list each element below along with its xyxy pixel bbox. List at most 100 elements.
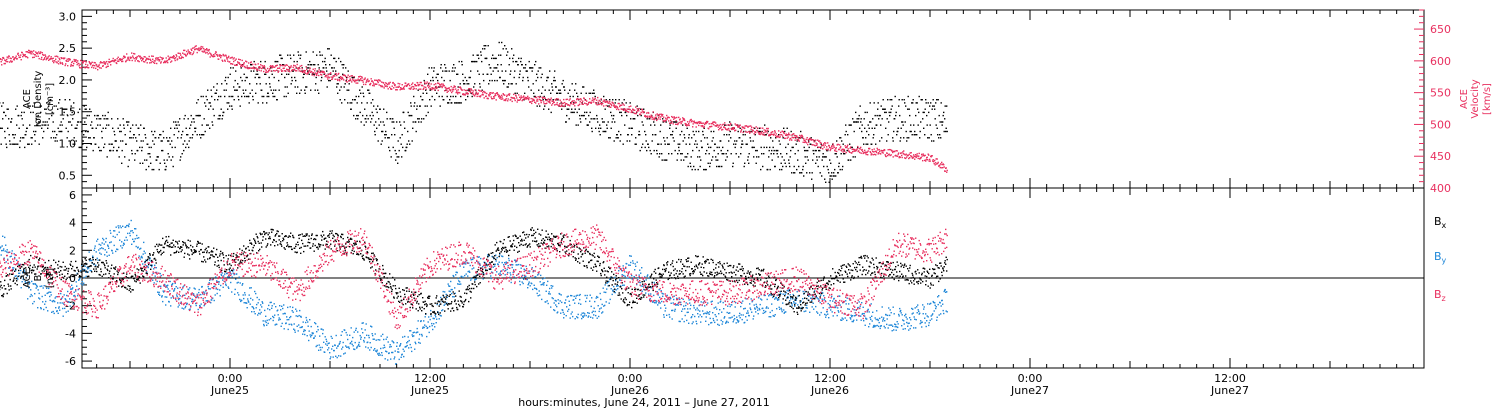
density-series-point: [404, 127, 406, 129]
density-series-point: [657, 114, 659, 117]
velocity-series-point: [13, 59, 15, 61]
velocity-series-point: [915, 154, 917, 156]
velocity-series-point: [389, 86, 391, 88]
density-series-point: [200, 137, 202, 139]
velocity-series-point: [232, 58, 234, 60]
density-series-point: [81, 130, 83, 133]
density-series-point: [55, 137, 57, 139]
velocity-series-point: [468, 90, 470, 93]
density-series-point: [588, 92, 590, 94]
velocity-series-point: [587, 103, 589, 105]
density-series-point: [670, 121, 672, 123]
velocity-series-point: [886, 152, 888, 155]
density-series-point: [314, 89, 316, 91]
density-series-point: [334, 73, 336, 75]
velocity-series-point: [518, 99, 520, 101]
velocity-series-point: [465, 93, 467, 95]
density-series-point: [86, 146, 88, 149]
velocity-series-point: [328, 77, 330, 79]
density-series-point: [51, 111, 53, 114]
density-series-point: [845, 130, 847, 133]
density-series-point: [506, 54, 508, 56]
density-series-point: [916, 102, 918, 104]
velocity-series-point: [812, 139, 814, 141]
velocity-series-point: [673, 116, 675, 118]
density-series-point: [279, 54, 281, 56]
density-series-point: [300, 89, 302, 91]
velocity-series-point: [781, 130, 783, 132]
velocity-series-point: [223, 55, 225, 57]
density-series-point: [820, 143, 822, 145]
density-series-point: [773, 149, 775, 152]
density-series-point: [39, 105, 41, 107]
density-series-point: [733, 143, 735, 145]
density-series-point: [498, 54, 500, 56]
velocity-series-point: [934, 159, 936, 162]
density-series-point: [454, 102, 456, 104]
velocity-series-point: [735, 129, 737, 131]
velocity-series-point: [221, 55, 223, 57]
density-series-point: [918, 95, 920, 98]
velocity-series-point: [492, 98, 494, 100]
velocity-series-point: [393, 83, 395, 85]
density-series-point: [939, 134, 941, 136]
velocity-series-point: [631, 111, 633, 113]
density-series-point: [502, 48, 504, 50]
density-series-point: [418, 118, 420, 120]
density-series-point: [761, 153, 763, 155]
velocity-series-point: [686, 124, 688, 126]
velocity-series-point: [199, 49, 201, 51]
velocity-series-point: [198, 47, 200, 49]
velocity-series-point: [728, 129, 730, 132]
velocity-series-point: [401, 88, 403, 90]
density-series-point: [945, 127, 947, 129]
density-series-point: [43, 130, 45, 133]
velocity-series-point: [255, 67, 257, 69]
velocity-series-point: [442, 83, 444, 85]
velocity-series-point: [511, 97, 513, 99]
velocity-series-point: [189, 53, 191, 55]
velocity-series-point: [696, 121, 698, 124]
density-series-point: [148, 146, 150, 149]
density-series-point: [399, 137, 401, 139]
density-series-point: [320, 70, 322, 72]
density-series-point: [130, 127, 132, 129]
density-series-point: [145, 168, 147, 171]
velocity-series-point: [31, 51, 33, 53]
velocity-series-point: [244, 65, 246, 68]
density-series-point: [862, 137, 864, 139]
density-series-point: [196, 134, 198, 136]
velocity-series-point: [892, 151, 894, 154]
density-series-point: [531, 67, 533, 69]
density-series: [0, 41, 948, 183]
velocity-series-point: [112, 57, 114, 60]
density-series-point: [55, 105, 57, 107]
velocity-series-point: [455, 88, 457, 90]
density-series-point: [946, 105, 948, 107]
velocity-series-point: [733, 127, 735, 129]
density-series-point: [905, 105, 907, 107]
velocity-series-point: [259, 67, 261, 69]
density-series-point: [520, 57, 522, 60]
velocity-series-point: [144, 61, 146, 63]
density-series-point: [668, 153, 670, 155]
velocity-series-point: [459, 92, 461, 94]
density-series-point: [122, 140, 124, 142]
density-series-point: [434, 99, 436, 101]
velocity-series-point: [342, 77, 344, 80]
density-series-point: [778, 134, 780, 136]
velocity-series-point: [599, 103, 601, 105]
density-series-point: [73, 137, 75, 139]
velocity-series-point: [440, 85, 442, 88]
density-series-point: [386, 118, 388, 120]
density-series-point: [790, 130, 792, 133]
density-series-point: [779, 168, 781, 171]
density-series-point: [160, 140, 162, 142]
velocity-series-point: [1, 59, 3, 61]
density-series-point: [108, 124, 110, 126]
velocity-series-point: [188, 51, 190, 53]
bottom-left-tick-label: 4: [69, 217, 76, 230]
velocity-series-point: [424, 82, 426, 85]
velocity-series-point: [665, 119, 667, 121]
